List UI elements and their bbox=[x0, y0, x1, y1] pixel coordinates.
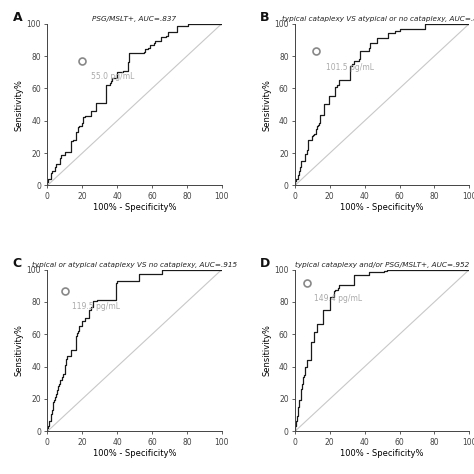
X-axis label: 100% - Specificity%: 100% - Specificity% bbox=[93, 203, 176, 212]
Text: 101.5 pg/mL: 101.5 pg/mL bbox=[326, 63, 374, 72]
Text: C: C bbox=[12, 256, 22, 270]
Text: 149.4 pg/mL: 149.4 pg/mL bbox=[314, 294, 362, 303]
Text: D: D bbox=[260, 256, 270, 270]
Title: typical cataplexy VS atypical or no cataplexy, AUC=.88: typical cataplexy VS atypical or no cata… bbox=[282, 16, 474, 22]
X-axis label: 100% - Specificity%: 100% - Specificity% bbox=[93, 449, 176, 458]
Y-axis label: Sensitivity%: Sensitivity% bbox=[15, 325, 24, 376]
Title: PSG/MSLT+, AUC=.837: PSG/MSLT+, AUC=.837 bbox=[92, 16, 177, 22]
Y-axis label: Sensitivity%: Sensitivity% bbox=[263, 325, 272, 376]
Text: 55.0 pg/mL: 55.0 pg/mL bbox=[91, 72, 134, 81]
X-axis label: 100% - Specificity%: 100% - Specificity% bbox=[340, 203, 424, 212]
Text: A: A bbox=[12, 11, 22, 24]
Y-axis label: Sensitivity%: Sensitivity% bbox=[263, 79, 272, 130]
Title: typical cataplexy and/or PSG/MSLT+, AUC=.952: typical cataplexy and/or PSG/MSLT+, AUC=… bbox=[295, 262, 469, 268]
Text: 119.5 pg/mL: 119.5 pg/mL bbox=[72, 302, 120, 311]
X-axis label: 100% - Specificity%: 100% - Specificity% bbox=[340, 449, 424, 458]
Text: B: B bbox=[260, 11, 270, 24]
Y-axis label: Sensitivity%: Sensitivity% bbox=[15, 79, 24, 130]
Title: typical or atypical cataplexy VS no cataplexy, AUC=.915: typical or atypical cataplexy VS no cata… bbox=[32, 262, 237, 268]
